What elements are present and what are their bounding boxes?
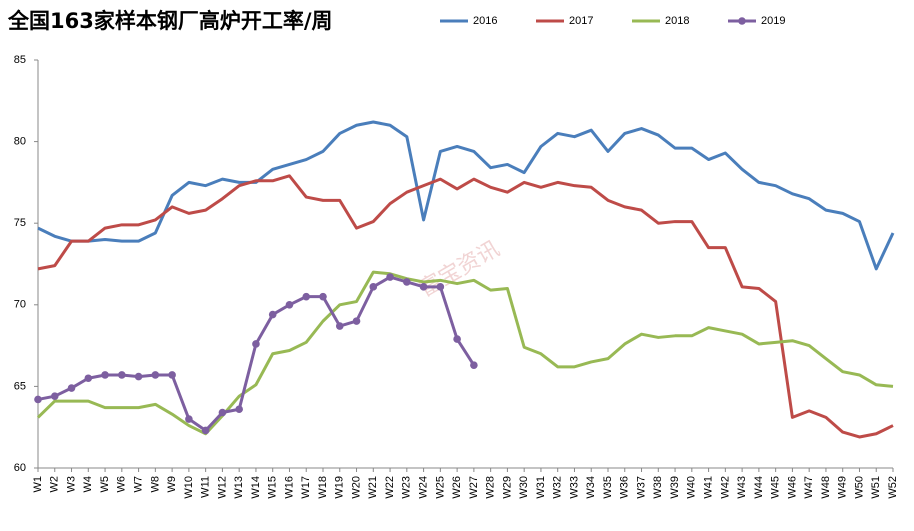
x-tick-label: W3 (65, 476, 77, 493)
legend-label: 2019 (761, 15, 785, 27)
point (386, 273, 394, 281)
point (168, 371, 176, 379)
legend-label: 2017 (569, 15, 593, 27)
legend-label: 2018 (665, 15, 689, 27)
x-tick-label: W46 (786, 476, 798, 499)
x-tick-label: W15 (267, 476, 279, 499)
point (419, 283, 428, 291)
point (470, 361, 478, 369)
x-tick-label: W23 (401, 476, 413, 499)
point (84, 374, 93, 383)
x-tick-label: W51 (870, 476, 882, 499)
x-tick-label: W38 (652, 476, 664, 499)
point (118, 371, 126, 379)
point (352, 317, 361, 325)
x-tick-label: W29 (501, 476, 513, 499)
point (101, 371, 109, 379)
x-tick-label: W50 (853, 476, 865, 499)
point (218, 408, 227, 417)
x-tick-label: W17 (300, 476, 312, 499)
point (403, 278, 411, 286)
x-tick-label: W20 (350, 476, 362, 499)
series-line (36, 270, 894, 436)
x-tick-label: W48 (820, 476, 832, 499)
x-tick-label: W35 (602, 476, 614, 499)
x-tick-label: W43 (736, 476, 748, 499)
x-tick-label: W40 (686, 476, 698, 499)
point (34, 395, 42, 404)
point (369, 283, 378, 291)
x-tick-label: W9 (166, 476, 178, 493)
y-tick-label: 85 (14, 54, 26, 66)
x-tick-label: W10 (183, 476, 195, 499)
y-tick-label: 60 (14, 462, 26, 474)
x-tick-label: W52 (887, 476, 899, 499)
series-line (37, 174, 894, 439)
x-tick-label: W1 (32, 476, 44, 493)
point (50, 392, 59, 400)
x-tick-label: W30 (518, 476, 530, 499)
x-tick-label: W31 (535, 476, 547, 499)
y-tick-label: 80 (14, 136, 26, 148)
x-tick-label: W44 (753, 476, 765, 499)
x-tick-label: W11 (200, 476, 212, 498)
x-tick-label: W24 (417, 476, 429, 499)
x-tick-label: W19 (334, 476, 346, 499)
x-tick-label: W8 (149, 476, 161, 493)
x-tick-label: W42 (719, 476, 731, 499)
y-tick-label: 65 (14, 380, 26, 392)
point (201, 426, 210, 435)
point (319, 292, 327, 301)
point (268, 310, 277, 319)
x-tick-label: W22 (384, 476, 396, 499)
x-tick-label: W2 (49, 476, 61, 493)
x-tick-label: W16 (283, 476, 295, 499)
x-tick-label: W28 (485, 476, 497, 499)
point (453, 335, 461, 343)
x-tick-label: W6 (116, 476, 128, 493)
y-tick-label: 75 (14, 217, 26, 229)
chart-title: 全国163家样本钢厂高炉开工率/周 (7, 9, 333, 33)
x-tick-label: W36 (619, 476, 631, 499)
x-tick-label: W5 (99, 476, 111, 493)
x-tick-label: W4 (82, 476, 94, 493)
legend-marker (738, 17, 746, 25)
x-tick-label: W26 (451, 476, 463, 499)
x-tick-label: W49 (837, 476, 849, 499)
x-tick-label: W7 (132, 476, 144, 493)
x-tick-label: W13 (233, 476, 245, 499)
series-line (37, 120, 895, 271)
point (134, 372, 143, 381)
x-tick-label: W12 (216, 476, 228, 499)
x-tick-label: W33 (568, 476, 580, 499)
point (67, 384, 76, 392)
x-tick-label: W14 (250, 476, 262, 499)
x-tick-label: W37 (635, 476, 647, 499)
x-tick-label: W34 (585, 476, 597, 499)
point (285, 301, 294, 309)
x-tick-label: W18 (317, 476, 329, 499)
x-tick-label: W41 (702, 476, 714, 499)
point (302, 292, 311, 301)
point (151, 371, 160, 379)
x-tick-label: W45 (770, 476, 782, 499)
point (185, 415, 193, 423)
x-tick-label: W39 (669, 476, 681, 499)
x-tick-label: W25 (434, 476, 446, 499)
point (436, 283, 445, 291)
x-tick-label: W27 (468, 476, 480, 499)
point (252, 340, 260, 348)
point (235, 405, 243, 414)
y-tick-label: 70 (14, 299, 26, 311)
x-tick-label: W32 (552, 476, 564, 499)
point (335, 322, 344, 330)
legend-label: 2016 (473, 15, 497, 27)
x-tick-label: W21 (367, 476, 379, 499)
x-tick-label: W47 (803, 476, 815, 499)
